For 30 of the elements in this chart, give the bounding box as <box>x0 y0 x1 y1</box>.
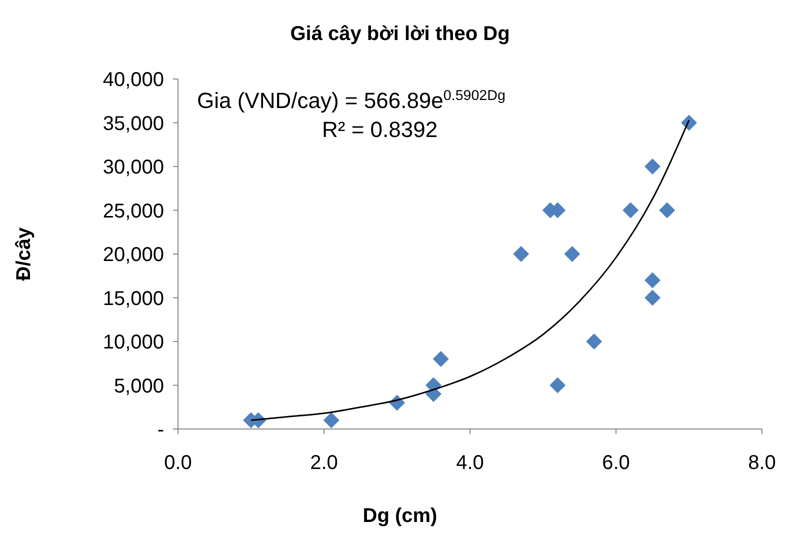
point <box>323 412 340 428</box>
y-tick-label: 30,000 <box>102 156 164 178</box>
point <box>564 246 580 262</box>
point <box>622 202 639 218</box>
point <box>586 334 602 350</box>
point <box>513 246 530 262</box>
point <box>644 290 660 306</box>
x-axis-title: Dg (cm) <box>362 505 438 527</box>
y-tick-label: 20,000 <box>102 244 164 266</box>
annotation: R² = 0.8392 <box>322 117 438 142</box>
y-tick-label: 10,000 <box>102 332 164 354</box>
y-tick-label: 15,000 <box>102 288 164 310</box>
chart-title: Giá cây bời lời theo Dg <box>290 23 510 45</box>
y-tick-label: 25,000 <box>102 200 164 222</box>
y-tick-label: 35,000 <box>102 112 164 135</box>
y-tick-label: 40,000 <box>102 69 164 91</box>
y-tick-label: 5,000 <box>114 375 164 398</box>
point <box>550 377 566 394</box>
x-tick-label: 4.0 <box>456 452 484 474</box>
point <box>644 158 660 174</box>
point <box>644 272 660 288</box>
point <box>432 351 449 367</box>
point <box>659 202 676 218</box>
x-tick-label: 8.0 <box>748 452 776 474</box>
x-tick-label: 6.0 <box>602 452 630 474</box>
y-tick-label: - <box>157 419 164 441</box>
x-tick-label: 0.0 <box>164 452 192 474</box>
x-tick-label: 2.0 <box>310 452 338 474</box>
annotation: Gia (VND/cay) = 566.89e$^{0.5902Dg}$ <box>197 88 506 113</box>
y-axis-title: Đ/cây <box>13 226 35 281</box>
